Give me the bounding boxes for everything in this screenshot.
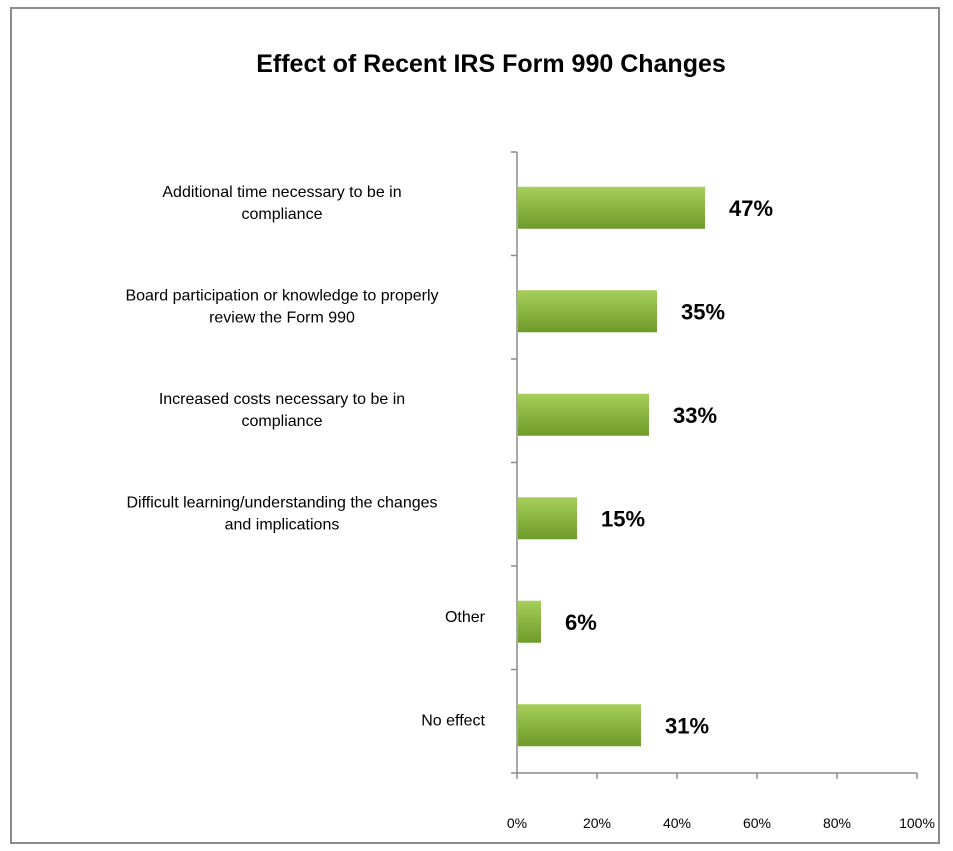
- data-label: 47%: [729, 196, 773, 221]
- x-tick-label: 20%: [583, 815, 611, 831]
- category-label: Additional time necessary to be in compli…: [162, 184, 401, 223]
- data-label: 33%: [673, 403, 717, 428]
- chart-frame: [10, 7, 940, 844]
- category-label: No effect: [421, 712, 485, 729]
- x-tick-label: 0%: [507, 815, 527, 831]
- x-tick-label: 60%: [743, 815, 771, 831]
- bar: [518, 704, 641, 747]
- bar: [518, 290, 657, 333]
- category-label: Difficult learning/understanding the cha…: [126, 494, 437, 533]
- x-tick-label: 40%: [663, 815, 691, 831]
- data-label: 6%: [565, 610, 597, 635]
- bar: [518, 393, 649, 436]
- x-tick-label: 80%: [823, 815, 851, 831]
- x-tick-label: 100%: [899, 815, 935, 831]
- bar: [518, 186, 705, 229]
- data-label: 31%: [665, 713, 709, 738]
- bar: [518, 497, 577, 540]
- category-label: Increased costs necessary to be in compli…: [159, 391, 405, 430]
- category-label: Other: [445, 609, 486, 626]
- chart-title: Effect of Recent IRS Form 990 Changes: [256, 50, 726, 78]
- data-label: 15%: [601, 506, 645, 531]
- bar: [518, 600, 541, 643]
- category-label: Board participation or knowledge to prop…: [125, 287, 438, 326]
- plot-area: 0% 20% 40% 60% 80% 100% 47% Additional time nec…: [125, 151, 935, 831]
- data-label: 35%: [681, 299, 725, 324]
